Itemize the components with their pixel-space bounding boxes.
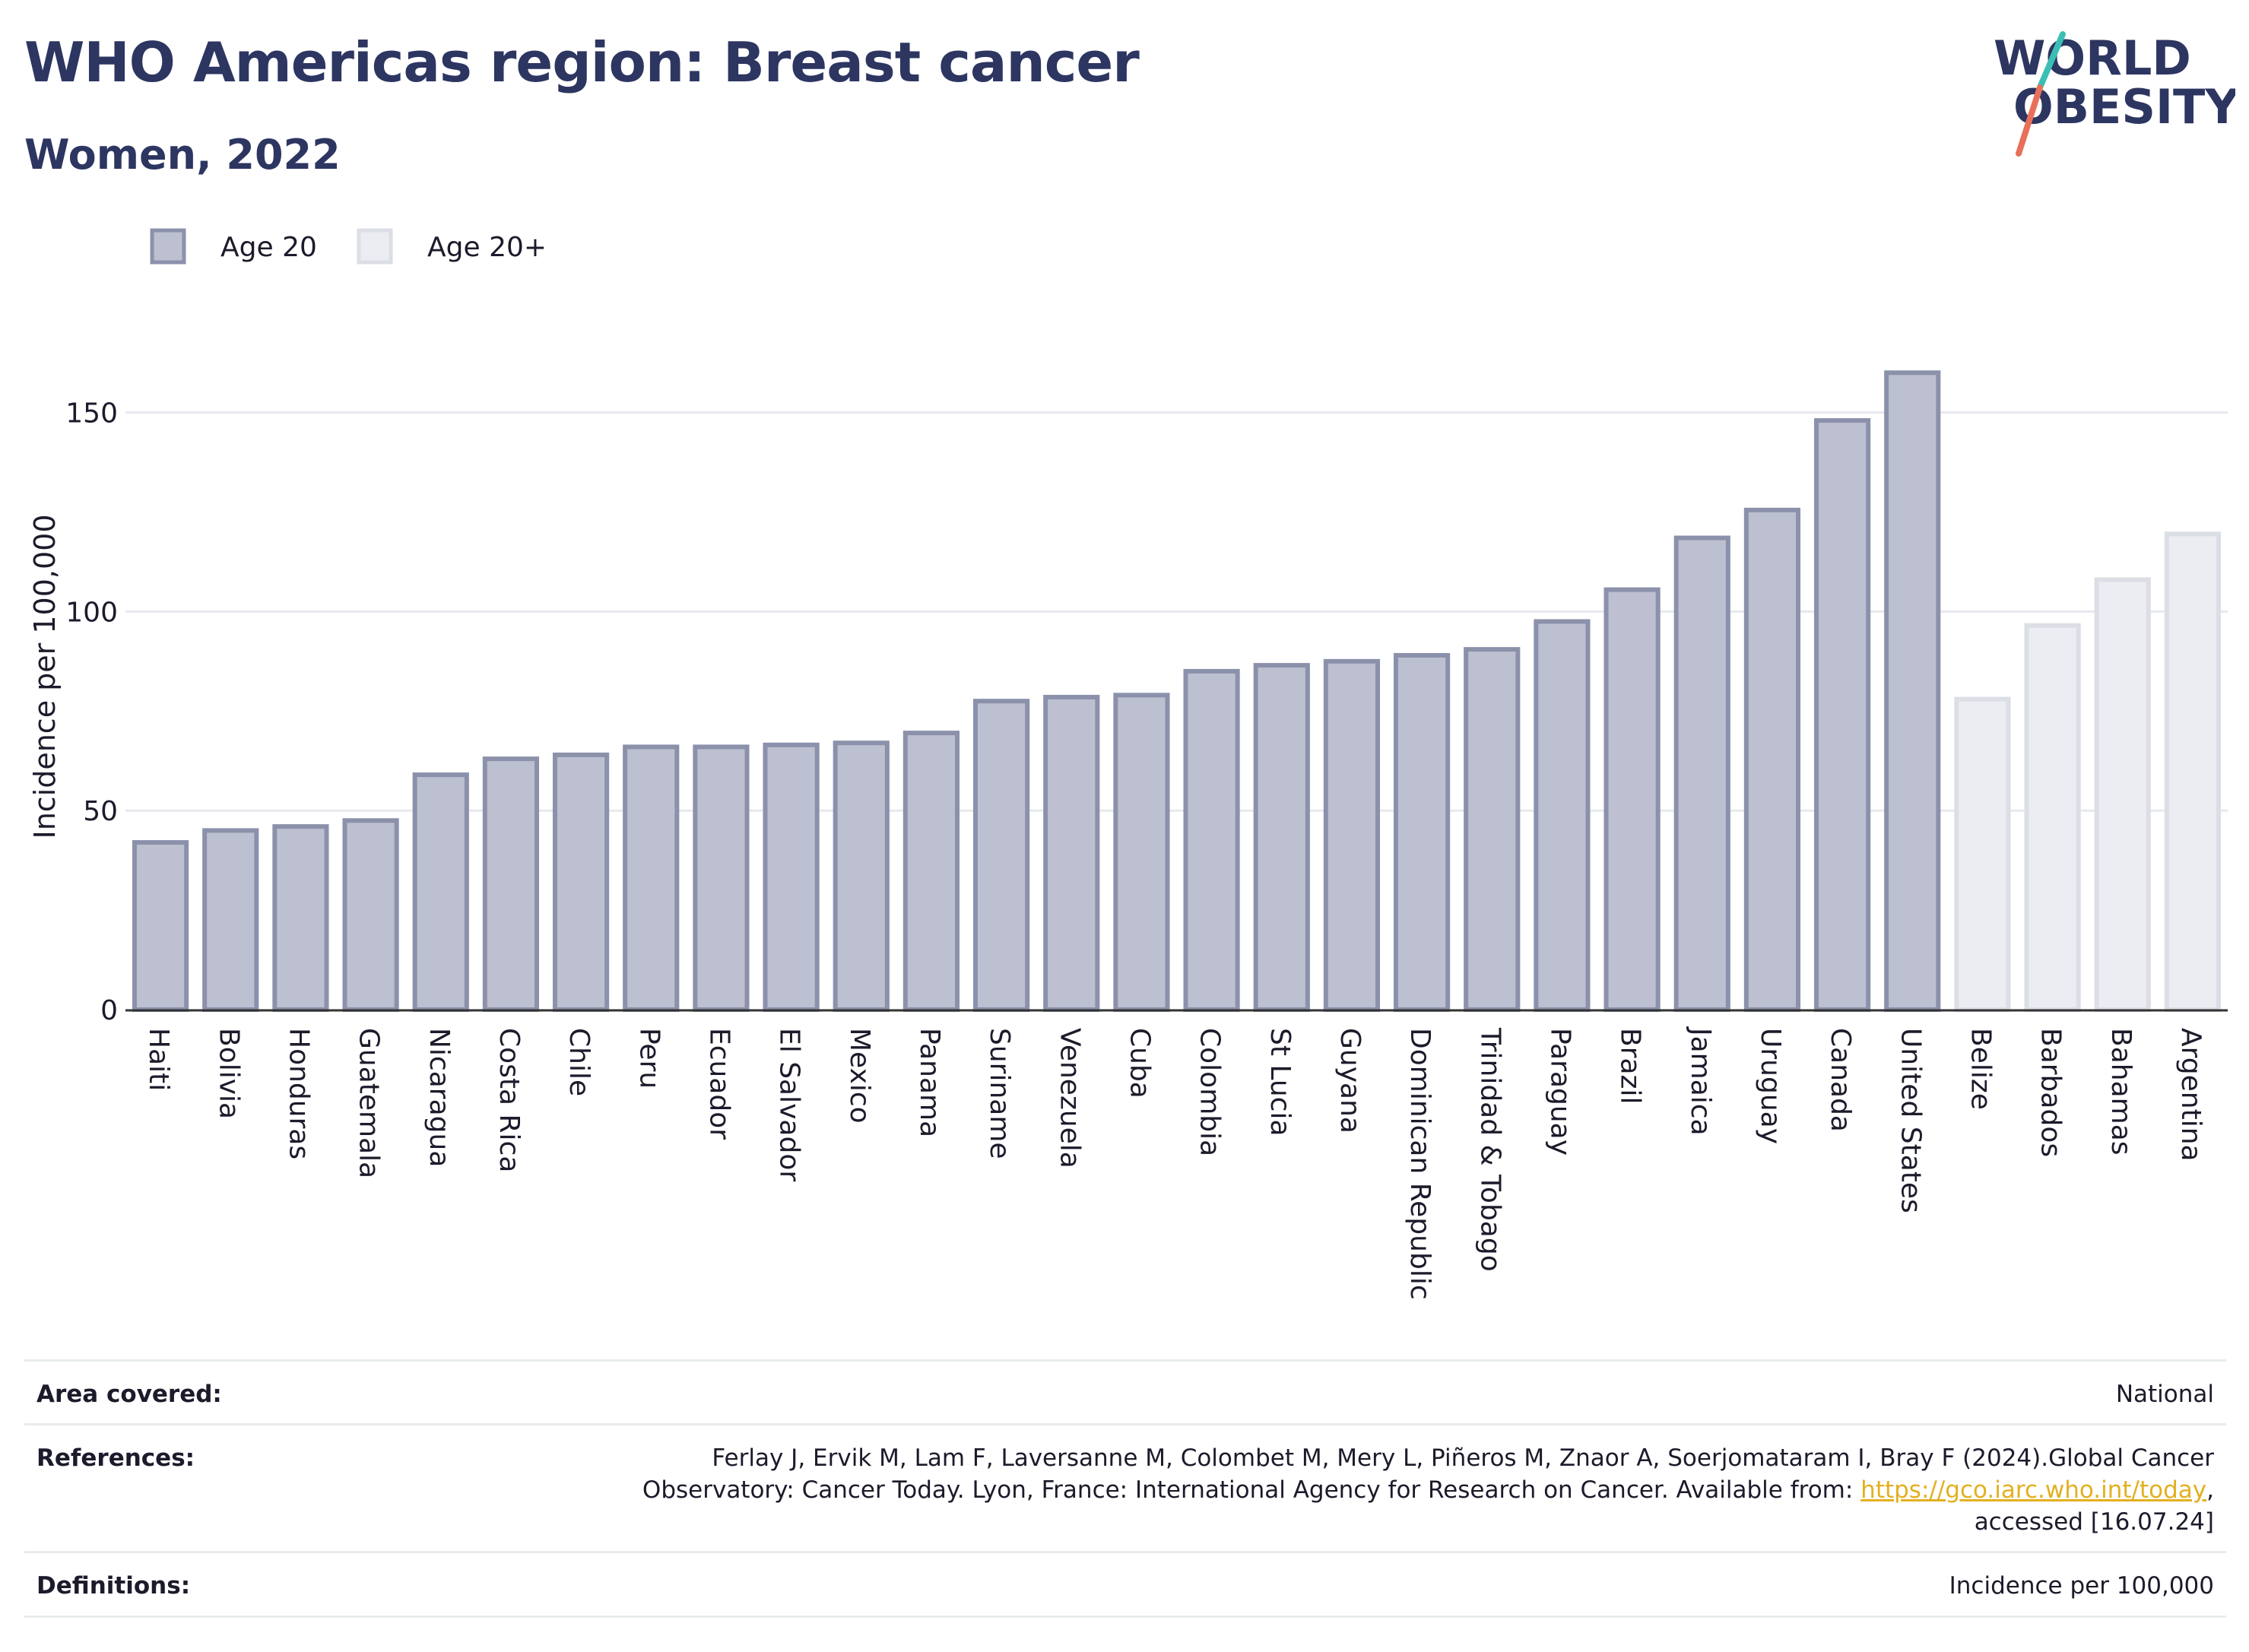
references-row: References: Ferlay J, Ervik M, Lam F, La… [24, 1423, 2226, 1551]
x-tick-label-united-states: United States [1895, 1028, 1926, 1213]
bar-trinidad-tobago[interactable] [1464, 647, 1521, 1013]
x-tick-label-canada: Canada [1825, 1028, 1856, 1132]
references-link[interactable]: https://gco.iarc.who.int/today [1860, 1476, 2207, 1504]
chart-subtitle: Women, 2022 [24, 131, 341, 179]
bar-argentina[interactable] [2164, 531, 2222, 1013]
x-tick-label-mexico: Mexico [844, 1028, 875, 1124]
bar-barbados[interactable] [2024, 623, 2081, 1012]
x-tick-label-cuba: Cuba [1124, 1028, 1155, 1099]
x-tick-label-costa-rica: Costa Rica [493, 1028, 525, 1172]
x-axis-labels: Haiti Bolivia Honduras Guatemala Nicaragua Co… [143, 1026, 2206, 1300]
logo-line-1: WORLD [1994, 30, 2191, 86]
x-tick-label-bahamas: Bahamas [2105, 1028, 2136, 1156]
bar-canada[interactable] [1813, 418, 1871, 1012]
chart-footer: Area covered: National References: Ferla… [24, 1359, 2226, 1618]
area-covered-label: Area covered: [36, 1381, 222, 1408]
y-tick-label-100: 100 [65, 597, 118, 628]
x-tick-label-ecuador: Ecuador [703, 1028, 734, 1140]
logo-slash-teal [2037, 31, 2066, 90]
logo-slash-coral [2016, 84, 2043, 157]
legend-label-age-20: Age 20 [220, 232, 317, 263]
x-tick-label-bolivia: Bolivia [213, 1028, 244, 1119]
chart-title: WHO Americas region: Breast cancer [24, 30, 1140, 94]
x-tick-label-jamaica: Jamaica [1685, 1026, 1716, 1136]
bar-bahamas[interactable] [2094, 577, 2151, 1012]
y-axis-label: Incidence per 100,000 [28, 514, 62, 839]
references-line-2: Observatory: Cancer Today. Lyon, France:… [642, 1476, 1861, 1504]
references-line-1: Ferlay J, Ervik M, Lam F, Laversanne M, … [712, 1444, 2214, 1472]
bars [132, 370, 2222, 1013]
x-tick-label-belize: Belize [1965, 1028, 1996, 1110]
bar-dominican-republic[interactable] [1393, 652, 1451, 1012]
bar-ecuador[interactable] [693, 744, 750, 1012]
bar-cuba[interactable] [1113, 693, 1170, 1013]
bar-peru[interactable] [623, 744, 680, 1012]
x-tick-label-colombia: Colombia [1194, 1028, 1226, 1156]
bar-nicaragua[interactable] [412, 772, 469, 1012]
x-tick-label-el-salvador: El Salvador [774, 1028, 805, 1181]
x-tick-label-guatemala: Guatemala [354, 1028, 385, 1178]
legend-swatch-age-20 [150, 228, 186, 265]
x-tick-label-barbados: Barbados [2035, 1028, 2067, 1157]
bar-st-lucia[interactable] [1253, 663, 1310, 1012]
bar-suriname[interactable] [972, 699, 1030, 1013]
world-obesity-logo: WORLD OBESITY [1994, 30, 2235, 157]
x-tick-label-st-lucia: St Lucia [1264, 1028, 1296, 1137]
x-tick-label-dominican-republic: Dominican Republic [1404, 1028, 1435, 1300]
x-tick-label-suriname: Suriname [984, 1028, 1015, 1159]
grid-lines [125, 411, 2228, 812]
bar-united-states[interactable] [1884, 370, 1941, 1013]
y-tick-label-50: 50 [83, 796, 118, 827]
bar-belize[interactable] [1954, 696, 2011, 1012]
x-tick-label-guyana: Guyana [1334, 1028, 1366, 1134]
references-line-3: accessed [16.07.24] [1974, 1508, 2214, 1536]
bar-paraguay[interactable] [1534, 619, 1591, 1012]
bar-guyana[interactable] [1323, 658, 1381, 1012]
chart-legend: Age 20 Age 20+ [150, 228, 547, 265]
bar-haiti[interactable] [132, 840, 189, 1013]
x-tick-label-argentina: Argentina [2175, 1028, 2206, 1162]
bar-bolivia[interactable] [202, 828, 259, 1012]
bar-costa-rica[interactable] [482, 756, 540, 1013]
logo-line-2: OBESITY [2013, 79, 2235, 135]
area-covered-value: National [2115, 1381, 2214, 1408]
x-tick-label-paraguay: Paraguay [1544, 1028, 1575, 1156]
references-text: Ferlay J, Ervik M, Lam F, Laversanne M, … [642, 1442, 2214, 1538]
bar-colombia[interactable] [1183, 668, 1240, 1012]
x-tick-label-trinidad-tobago: Trinidad & Tobago [1474, 1027, 1505, 1272]
bar-chart: Age 20 Age 20+ 0 50 100 150 Haiti Bolivia Hond… [28, 228, 2228, 1300]
x-tick-label-panama: Panama [914, 1028, 945, 1137]
x-tick-label-chile: Chile [563, 1028, 595, 1096]
bar-el-salvador[interactable] [763, 742, 820, 1013]
y-tick-label-150: 150 [65, 398, 118, 430]
x-tick-label-uruguay: Uruguay [1755, 1028, 1786, 1144]
definitions-value: Incidence per 100,000 [1949, 1572, 2214, 1600]
bar-honduras[interactable] [272, 824, 329, 1012]
bar-panama[interactable] [902, 731, 960, 1013]
x-tick-label-honduras: Honduras [283, 1028, 314, 1159]
x-tick-label-nicaragua: Nicaragua [423, 1028, 455, 1167]
bar-jamaica[interactable] [1673, 535, 1730, 1012]
area-covered-row: Area covered: National [24, 1359, 2226, 1423]
bar-guatemala[interactable] [342, 818, 399, 1012]
bar-mexico[interactable] [833, 740, 890, 1012]
references-line-2-end: , [2206, 1476, 2214, 1504]
legend-label-age-20: Age 20+ [427, 232, 547, 263]
bar-brazil[interactable] [1603, 587, 1661, 1012]
x-tick-label-peru: Peru [633, 1028, 665, 1089]
x-tick-label-brazil: Brazil [1615, 1028, 1646, 1104]
bar-chile[interactable] [552, 752, 610, 1012]
references-label: References: [36, 1444, 195, 1472]
definitions-label: Definitions: [36, 1572, 191, 1600]
legend-swatch-age-20 [357, 228, 393, 265]
x-tick-label-haiti: Haiti [143, 1028, 174, 1091]
y-axis-ticks: 0 50 100 150 [65, 398, 118, 1026]
y-tick-label-0: 0 [100, 995, 118, 1026]
x-tick-label-venezuela: Venezuela [1054, 1028, 1085, 1168]
bar-uruguay[interactable] [1743, 507, 1801, 1012]
bar-venezuela[interactable] [1043, 694, 1100, 1012]
definitions-row: Definitions: Incidence per 100,000 [24, 1551, 2226, 1618]
